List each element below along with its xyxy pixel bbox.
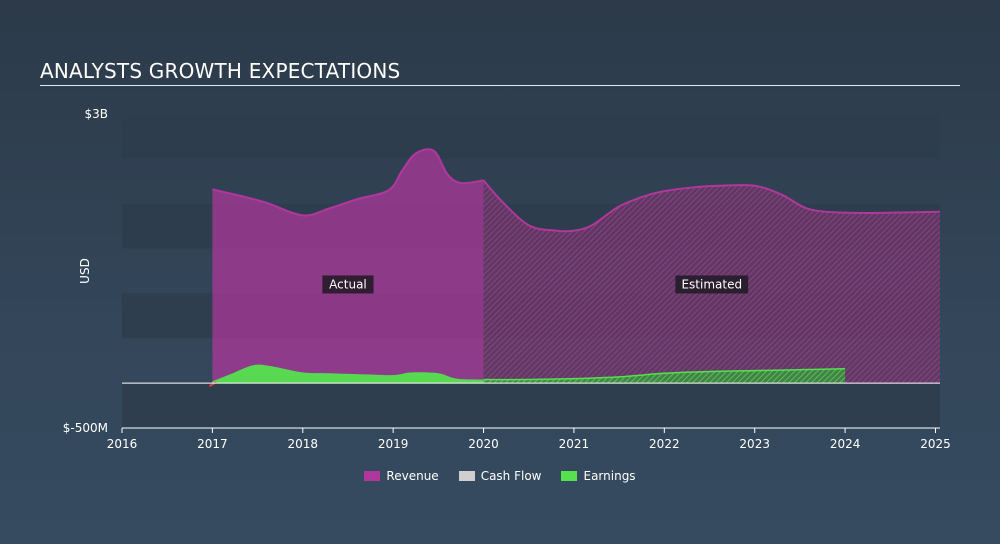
revenue-actual-line <box>212 148 484 217</box>
plot-band <box>122 114 940 159</box>
annotation-box <box>322 275 374 294</box>
y-tick-label: $3B <box>84 107 108 121</box>
x-tick-label: 2021 <box>559 437 590 451</box>
annotation-actual: Actual <box>322 275 374 294</box>
plot-band <box>122 383 940 428</box>
x-tick-label: 2025 <box>920 437 951 451</box>
annotation-text: Estimated <box>681 277 742 291</box>
legend-label: Cash Flow <box>480 469 542 483</box>
y-tick-label: $-500M <box>63 421 108 435</box>
y-axis-label: USD <box>78 258 92 284</box>
legend-item-cash-flow[interactable]: Cash Flow <box>458 469 542 483</box>
x-tick-label: 2018 <box>288 437 319 451</box>
legend-label: Earnings <box>583 469 636 483</box>
series-areas <box>208 148 941 388</box>
annotation-text: Actual <box>329 277 367 291</box>
chart-labels: 2016 2017 2018 2019 2020 2021 2022 2023 2024 2025… <box>63 107 951 451</box>
earnings-actual-area <box>212 364 484 384</box>
earnings-estimated-area <box>483 368 846 384</box>
x-tick-label: 2016 <box>107 437 138 451</box>
annotation-estimated: Estimated <box>675 275 749 294</box>
legend-swatch <box>458 471 475 481</box>
title-divider <box>40 85 960 86</box>
legend-swatch <box>561 471 578 481</box>
x-tick-label: 2022 <box>649 437 680 451</box>
x-tick-label: 2024 <box>830 437 861 451</box>
x-tick-label: 2023 <box>739 437 770 451</box>
x-tick-label: 2020 <box>468 437 499 451</box>
legend-label: Revenue <box>386 469 439 483</box>
legend-item-earnings[interactable]: Earnings <box>561 469 636 483</box>
legend: Revenue Cash Flow Earnings <box>0 469 1000 483</box>
revenue-actual-area <box>212 149 484 384</box>
x-tick-label: 2017 <box>197 437 228 451</box>
chart-title: ANALYSTS GROWTH EXPECTATIONS <box>40 59 401 83</box>
legend-item-revenue[interactable]: Revenue <box>364 469 439 483</box>
annotation-box <box>675 275 749 294</box>
earnings-estimated-line <box>483 368 846 381</box>
axes <box>121 382 940 433</box>
x-tick-label: 2019 <box>378 437 409 451</box>
revenue-estimated-line <box>482 179 941 233</box>
legend-swatch <box>364 471 381 481</box>
